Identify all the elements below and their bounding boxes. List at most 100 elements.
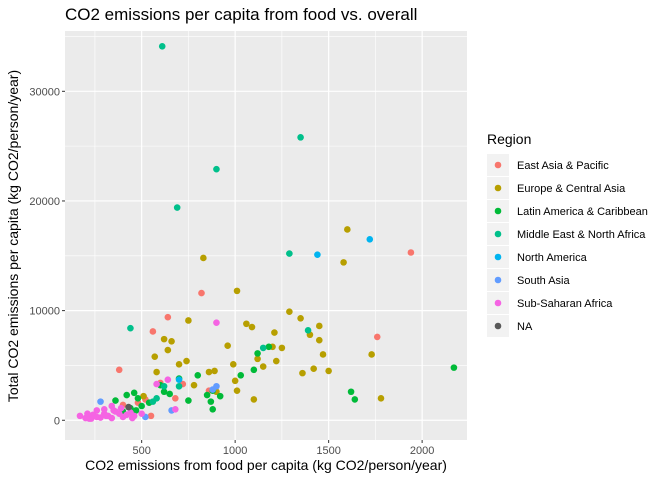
data-point xyxy=(271,329,278,336)
data-point xyxy=(325,367,332,375)
data-point xyxy=(158,43,166,50)
data-point xyxy=(216,392,224,400)
legend-swatch xyxy=(494,253,502,261)
data-point xyxy=(407,249,415,256)
legend-swatch xyxy=(494,276,502,284)
data-point xyxy=(100,405,108,413)
data-point xyxy=(347,388,355,396)
data-point xyxy=(198,289,205,297)
x-tick-label: 1000 xyxy=(223,445,247,457)
data-point xyxy=(125,403,132,411)
legend-label: North America xyxy=(517,252,588,264)
y-tick-label: 30000 xyxy=(29,86,60,98)
data-point xyxy=(450,364,458,371)
data-point xyxy=(351,396,359,403)
legend-label: South Asia xyxy=(517,275,570,287)
legend-label: Sub-Saharan Africa xyxy=(517,298,613,310)
data-point xyxy=(108,414,116,422)
data-point xyxy=(183,357,190,365)
legend-swatch xyxy=(494,161,502,169)
y-tick-label: 0 xyxy=(54,415,60,427)
data-point xyxy=(203,391,211,399)
plot-panel xyxy=(65,31,467,440)
data-point xyxy=(164,346,172,354)
data-point xyxy=(164,376,172,383)
data-point xyxy=(190,381,198,389)
data-point xyxy=(207,398,215,405)
legend-swatch xyxy=(494,322,502,330)
data-point xyxy=(278,344,286,352)
data-point xyxy=(166,390,174,398)
x-tick-label: 1500 xyxy=(316,445,340,457)
legend-title: Region xyxy=(487,131,531,147)
data-point xyxy=(297,314,304,322)
data-point xyxy=(286,250,293,257)
data-point xyxy=(132,407,140,414)
data-point xyxy=(164,313,172,321)
data-point xyxy=(200,254,207,262)
data-point xyxy=(344,226,351,233)
data-point xyxy=(168,338,175,345)
data-point xyxy=(175,376,183,383)
data-point xyxy=(140,392,147,400)
data-point xyxy=(237,372,245,379)
data-point xyxy=(340,259,347,266)
data-point xyxy=(286,308,293,316)
y-axis-title: Total CO2 emissions per capita (kg CO2/p… xyxy=(5,70,21,402)
data-point xyxy=(84,410,91,417)
data-point xyxy=(373,333,381,341)
data-point xyxy=(76,412,84,420)
data-point xyxy=(368,351,375,358)
data-point xyxy=(310,365,317,373)
data-point xyxy=(112,397,119,404)
data-point xyxy=(272,357,280,365)
legend-swatch xyxy=(494,230,502,238)
data-point xyxy=(231,377,239,385)
legend-label: Latin America & Caribbean xyxy=(517,206,648,218)
data-point xyxy=(205,368,213,376)
legend-items: East Asia & Pacific Europe & Central Asia… xyxy=(487,154,648,337)
data-point xyxy=(147,412,155,420)
y-axis-ticks: 0 10000 20000 30000 xyxy=(29,86,65,427)
y-tick-label: 20000 xyxy=(29,196,60,208)
legend-label: Europe & Central Asia xyxy=(517,183,626,195)
data-point xyxy=(250,366,258,374)
data-point xyxy=(160,335,168,343)
data-point xyxy=(129,414,136,422)
data-point xyxy=(149,398,157,405)
legend-label: Middle East & North Africa xyxy=(517,229,646,241)
data-point xyxy=(213,319,220,326)
data-point xyxy=(172,395,179,402)
data-point xyxy=(233,387,241,394)
data-point xyxy=(138,410,145,417)
x-tick-label: 500 xyxy=(132,445,150,457)
data-point xyxy=(123,391,131,399)
data-point xyxy=(297,134,304,141)
data-point xyxy=(185,317,192,324)
data-point xyxy=(97,398,104,405)
data-point xyxy=(173,204,181,211)
data-point xyxy=(130,389,138,397)
legend-label: East Asia & Pacific xyxy=(517,160,609,172)
legend-swatch xyxy=(494,184,502,192)
data-point xyxy=(314,251,321,258)
data-point xyxy=(172,405,179,413)
data-point xyxy=(377,395,385,402)
data-point xyxy=(194,372,202,379)
legend-label: NA xyxy=(517,321,533,333)
data-point xyxy=(259,344,267,352)
data-point xyxy=(259,363,267,370)
data-point xyxy=(304,327,312,334)
legend-swatch xyxy=(494,207,502,215)
chart-title: CO2 emissions per capita from food vs. o… xyxy=(65,5,417,24)
data-point xyxy=(175,361,183,368)
data-point xyxy=(299,369,306,377)
data-point xyxy=(115,366,123,374)
y-tick-label: 10000 xyxy=(29,306,60,318)
x-axis-title: CO2 emissions from food per capita (kg C… xyxy=(85,457,447,473)
data-point xyxy=(315,336,323,344)
data-point xyxy=(254,350,261,357)
x-tick-label: 2000 xyxy=(410,445,434,457)
data-point xyxy=(248,323,256,331)
